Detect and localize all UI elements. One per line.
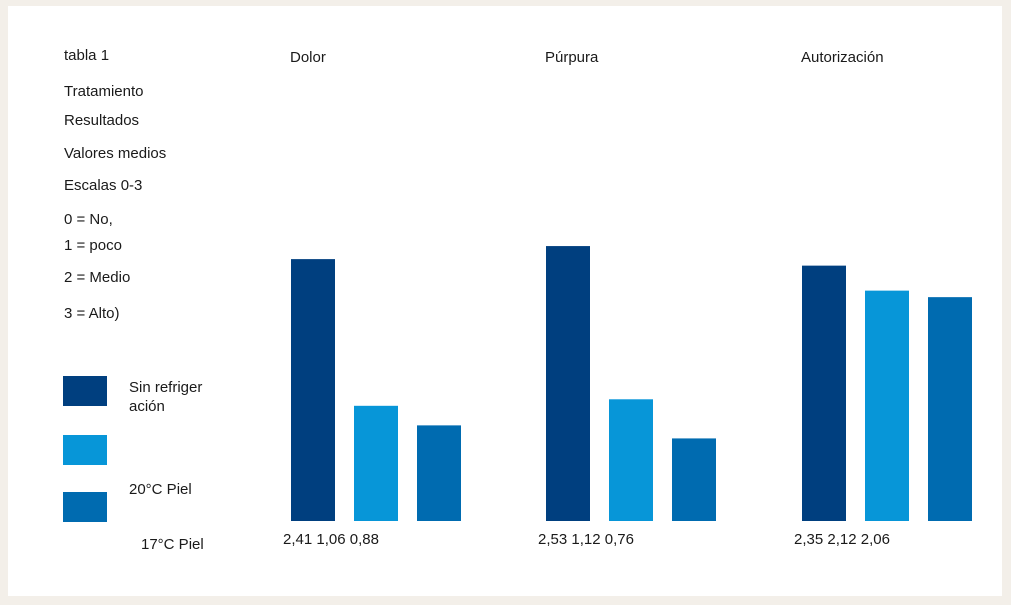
scale-0-label: 0 = No, xyxy=(64,211,113,228)
bar-dolor-20-c-piel xyxy=(354,405,398,521)
value-labels-autorizacion: 2,35 2,12 2,06 xyxy=(794,531,890,548)
scale-3-label: 3 = Alto) xyxy=(64,305,120,322)
treatment-label: Tratamiento xyxy=(64,83,144,100)
bar-autorizacion-17-c-piel xyxy=(928,297,972,521)
slide-card: tabla 1 Tratamiento Resultados Valores m… xyxy=(8,6,1002,596)
scale-2-label: 2 = Medio xyxy=(64,269,131,286)
legend-label-sin-refrigeracion: Sin refrigeración xyxy=(129,379,203,415)
value-labels-dolor: 2,41 1,06 0,88 xyxy=(283,531,379,548)
scale-1-label: 1 = poco xyxy=(64,237,122,254)
bar-purpura-17-c-piel xyxy=(672,438,716,521)
legend-label-17c-piel: 17°C Piel xyxy=(141,536,204,553)
category-label-purpura: Púrpura xyxy=(545,49,599,66)
table-label: tabla 1 xyxy=(64,47,110,64)
bar-autorizacion-sin-refrigeracion xyxy=(802,265,846,521)
bar-autorizacion-20-c-piel xyxy=(865,290,909,521)
scale-label: Escalas 0-3 xyxy=(64,177,143,194)
value-labels-purpura: 2,53 1,12 0,76 xyxy=(538,531,634,548)
legend-swatch-20c-piel xyxy=(63,435,107,465)
mean-values-label: Valores medios xyxy=(64,145,167,162)
bar-purpura-sin-refrigeracion xyxy=(546,246,590,521)
category-label-autorizacion: Autorización xyxy=(801,49,884,66)
legend-swatch-17c-piel xyxy=(63,492,107,522)
bar-dolor-17-c-piel xyxy=(417,425,461,521)
legend-label-20c-piel: 20°C Piel xyxy=(129,481,192,498)
results-label: Resultados xyxy=(64,112,140,129)
bar-chart: Dolor 2,41 1,06 0,88 Púrpura 2,53 1,12 0,76… xyxy=(283,49,972,548)
bar-dolor-sin-refrigeracion xyxy=(291,259,335,521)
category-label-dolor: Dolor xyxy=(290,49,326,66)
legend-swatch-sin-refrigeracion xyxy=(63,376,107,406)
bar-purpura-20-c-piel xyxy=(609,399,653,521)
